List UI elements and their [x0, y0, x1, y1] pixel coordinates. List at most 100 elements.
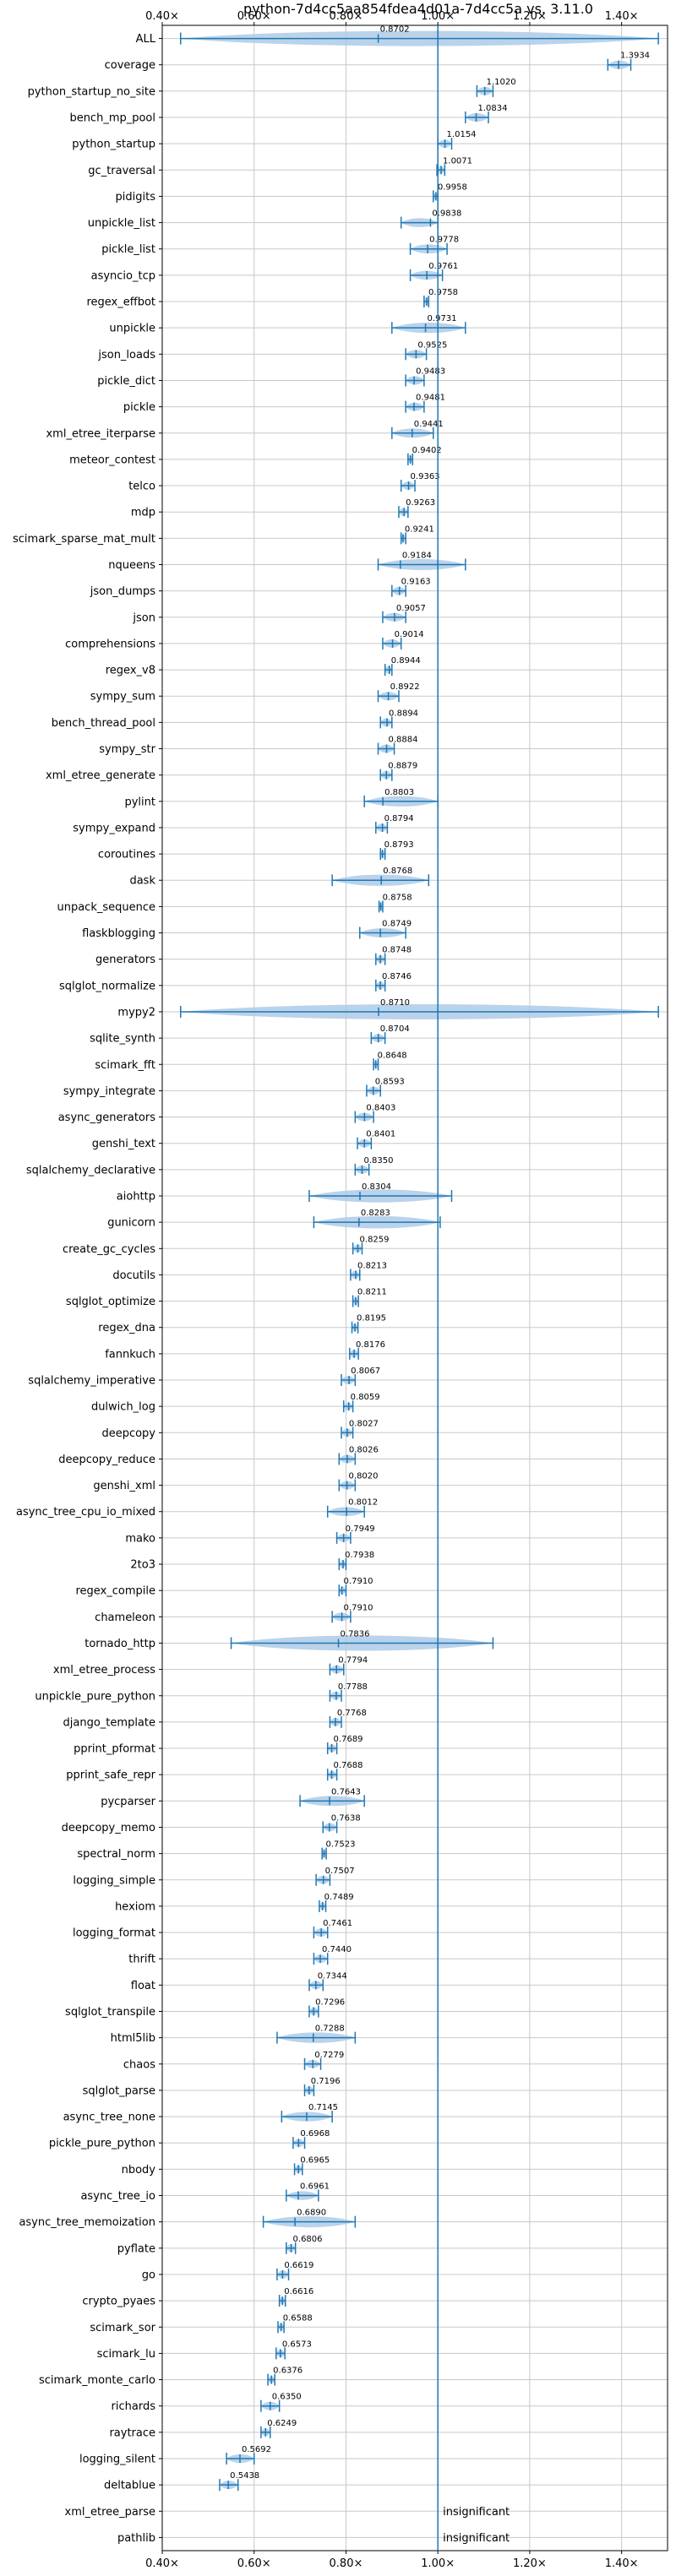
benchmark-label: pprint_safe_repr	[66, 1769, 155, 1782]
value-label: 0.8213	[357, 1261, 387, 1270]
benchmark-label: sqlalchemy_imperative	[28, 1375, 155, 1388]
value-label: 0.7279	[314, 2051, 344, 2060]
benchmark-label: logging_silent	[79, 2453, 155, 2465]
value-label: 0.7768	[337, 1709, 367, 1718]
value-label: 0.7489	[324, 1893, 354, 1902]
label-layer: ALL 0.8702 coverage 1.3934 python_startup_no…	[13, 25, 650, 2545]
value-label: 0.7689	[334, 1735, 363, 1744]
benchmark-label: sympy_expand	[73, 822, 155, 834]
benchmark-label: html5lib	[111, 2032, 155, 2045]
insignificant-label: insignificant	[443, 2506, 510, 2519]
benchmark-label: comprehensions	[65, 638, 155, 650]
benchmark-label: sympy_str	[99, 743, 155, 756]
benchmark-label: nbody	[122, 2164, 156, 2177]
tick-layer: 0.40× 0.40× 0.60× 0.60× 0.80× 0.80× 1.00× 1.00×…	[145, 10, 638, 2570]
x-tick-label-bottom: 1.20×	[513, 2557, 547, 2570]
value-label: 0.9263	[406, 498, 435, 508]
value-label: 0.8749	[382, 920, 412, 929]
value-label: 0.7638	[331, 1813, 361, 1823]
benchmark-label: pycparser	[101, 1796, 155, 1808]
value-label: 0.8027	[349, 1419, 379, 1428]
value-label: 0.8793	[384, 840, 414, 850]
benchmark-label: mako	[125, 1532, 155, 1545]
value-label: 0.7949	[346, 1524, 375, 1534]
benchmark-label: 2to3	[130, 1559, 155, 1572]
benchmark-label: meteor_contest	[69, 454, 155, 466]
benchmark-label: deepcopy_reduce	[58, 1454, 155, 1466]
value-label: 0.9483	[416, 367, 445, 376]
benchmark-label: python_startup	[72, 139, 155, 151]
value-label: 0.5692	[242, 2445, 271, 2454]
value-label: 0.9441	[414, 420, 444, 429]
benchmark-label: sqlglot_optimize	[66, 1296, 155, 1308]
value-label: 0.9241	[405, 524, 434, 534]
benchmark-label: async_generators	[58, 1111, 156, 1124]
benchmark-label: genshi_xml	[93, 1480, 155, 1492]
benchmark-label: float	[131, 1980, 155, 1992]
benchmark-label: json	[132, 611, 155, 624]
value-label: 0.7296	[315, 1998, 345, 2008]
value-label: 1.0154	[447, 130, 477, 139]
benchmark-label: sqlglot_normalize	[59, 980, 155, 992]
value-label: 0.8403	[366, 1104, 395, 1113]
benchmark-label: async_tree_none	[63, 2111, 155, 2124]
benchmark-label: telco	[128, 481, 155, 493]
benchmark-label: scimark_sparse_mat_mult	[13, 533, 155, 546]
value-label: 1.0834	[478, 104, 508, 113]
value-label: 0.8704	[380, 1024, 410, 1034]
benchmark-label: sqlite_synth	[90, 1033, 155, 1046]
value-label: 0.8803	[384, 788, 414, 797]
value-label: 0.6890	[297, 2209, 326, 2218]
value-label: 0.8746	[382, 972, 412, 981]
benchmark-label: scimark_lu	[97, 2348, 155, 2361]
value-label: 0.8401	[366, 1130, 395, 1139]
value-label: 0.9163	[401, 578, 431, 587]
benchmark-label: create_gc_cycles	[63, 1243, 155, 1256]
value-label: 0.6965	[300, 2155, 330, 2165]
benchmark-label: regex_compile	[75, 1585, 155, 1598]
benchmark-label: async_tree_io	[80, 2190, 155, 2203]
value-label: 0.8211	[357, 1288, 387, 1297]
benchmark-label: bench_mp_pool	[69, 112, 155, 125]
benchmark-label: coroutines	[98, 849, 155, 861]
value-label: 0.5438	[230, 2471, 259, 2481]
value-label: 0.8648	[378, 1051, 407, 1060]
benchmark-label: genshi_text	[92, 1138, 155, 1150]
x-tick-label-top: 0.60×	[237, 10, 271, 23]
x-tick-label-top: 0.80×	[330, 10, 363, 23]
benchmark-label: nqueens	[108, 559, 155, 572]
benchmark-label: sympy_integrate	[63, 1085, 155, 1098]
value-label: 0.7794	[338, 1656, 368, 1666]
benchmark-label: pickle_pure_python	[49, 2138, 155, 2150]
insignificant-label: insignificant	[443, 2532, 510, 2545]
value-label: 0.7788	[338, 1682, 368, 1692]
benchmark-label: pidigits	[116, 191, 156, 204]
value-label: 0.6350	[272, 2393, 302, 2402]
benchmark-label: ALL	[136, 33, 156, 46]
benchmark-label: tornado_http	[84, 1638, 155, 1650]
value-label: 0.6588	[283, 2313, 313, 2323]
value-label: 0.8748	[382, 946, 412, 955]
benchmark-label: raytrace	[109, 2427, 155, 2439]
benchmark-label: django_template	[63, 1716, 155, 1729]
benchmark-label: mypy2	[117, 1006, 155, 1019]
benchmark-label: deepcopy	[101, 1427, 155, 1440]
chart-title: python-7d4cc5aa854fdea4d01a-7d4cc5a vs. …	[243, 1, 593, 17]
value-label: 0.8884	[389, 736, 418, 745]
plot-frame	[161, 24, 668, 2552]
benchmark-label: coverage	[105, 59, 155, 72]
value-label: 0.8259	[360, 1235, 390, 1244]
value-label: 0.8922	[390, 682, 420, 692]
x-tick-label-top: 1.40×	[605, 10, 639, 23]
value-label: 0.6968	[300, 2129, 330, 2139]
x-tick-label-bottom: 0.80×	[330, 2557, 363, 2570]
x-tick-label-top: 1.20×	[513, 10, 547, 23]
value-label: 0.9481	[416, 394, 445, 403]
benchmark-label: unpickle_list	[88, 217, 155, 230]
benchmark-label: asyncio_tcp	[91, 269, 155, 282]
x-tick-label-top: 0.40×	[145, 10, 179, 23]
value-label: 0.9363	[411, 472, 440, 481]
value-label: 0.9014	[395, 630, 424, 639]
benchmark-label: pprint_pformat	[74, 1743, 155, 1756]
value-label: 1.1020	[487, 78, 516, 87]
